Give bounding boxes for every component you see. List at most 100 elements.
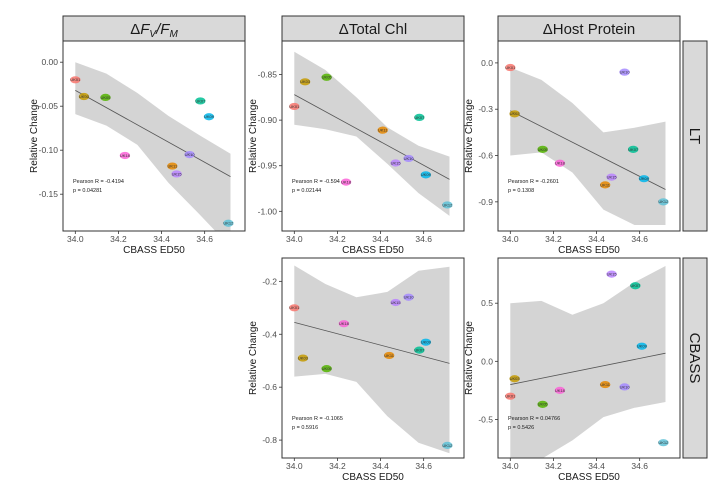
data-point-uk15: UK15 [390, 298, 401, 307]
data-point-uk15: UK15 [390, 159, 401, 167]
confidence-band [510, 266, 666, 458]
confidence-band [510, 67, 666, 225]
point-label-uk07: UK07 [414, 115, 425, 120]
strip-title-chl: ΔTotal Chl [339, 21, 407, 38]
data-point-uk09: UK09 [420, 171, 432, 179]
strip-row-label-lt: LT [686, 128, 703, 144]
point-marker-uk11 [377, 126, 388, 134]
regression-line [75, 90, 231, 177]
y-tick-label: -0.90 [258, 115, 278, 125]
strip-col-chl: ΔTotal Chl [281, 15, 465, 42]
data-point-uk18: UK18 [554, 386, 566, 394]
point-marker-uk03 [78, 92, 90, 101]
point-marker-uk15 [606, 270, 617, 278]
strip-title-protein: ΔHost Protein [543, 21, 636, 38]
stat-annotation-0: Pearson R = 0.04766 [508, 416, 560, 422]
confidence-band [294, 51, 450, 216]
stat-annotation-1: p = 0.04281 [73, 188, 102, 194]
x-tick-label: 34.0 [286, 461, 303, 471]
point-marker-uk11 [599, 380, 611, 389]
data-point-uk03: UK03 [509, 375, 520, 383]
point-label-uk18: UK18 [120, 153, 131, 158]
point-marker-uk09 [636, 342, 648, 350]
strip-row-label-cbass: CBASS [686, 333, 703, 384]
point-label-uk01: UK01 [505, 394, 516, 399]
point-marker-uk10 [619, 68, 630, 76]
point-marker-uk10 [403, 154, 414, 163]
stat-annotation-0: Pearson R = -0.2601 [508, 179, 559, 185]
y-tick-label: -0.6 [262, 382, 277, 392]
point-marker-uk03 [299, 78, 311, 86]
data-point-uk03: UK03 [509, 110, 520, 118]
x-tick-label: 34.0 [502, 234, 519, 244]
y-tick-label: -0.95 [258, 161, 278, 171]
point-marker-uk15 [390, 298, 401, 307]
data-point-uk07: UK07 [627, 145, 639, 153]
point-label-uk10: UK10 [404, 295, 415, 300]
panel-plot-area: UK01 UK03 UK05 UK18 UK11 UK15 UK10 UK07 UK09 UK12 [505, 266, 669, 458]
point-marker-uk07 [414, 346, 425, 354]
data-point-uk12: UK12 [658, 439, 669, 447]
point-marker-uk09 [420, 338, 432, 346]
data-point-uk10: UK10 [619, 68, 630, 76]
x-tick-label: 34.0 [502, 461, 519, 471]
y-tick-label: -0.4 [262, 329, 277, 339]
point-marker-uk18 [338, 320, 350, 328]
x-tick-label: 34.6 [415, 461, 432, 471]
point-label-uk05: UK05 [322, 75, 333, 80]
point-marker-uk15 [606, 173, 617, 181]
strip-row-cbass: CBASS [682, 257, 708, 459]
x-tick-label: 34.2 [545, 234, 562, 244]
point-label-uk03: UK03 [298, 355, 309, 360]
point-label-uk09: UK09 [204, 114, 215, 119]
data-point-uk11: UK11 [167, 162, 178, 170]
point-marker-uk11 [167, 162, 178, 170]
stat-annotation-1: p = 0.5916 [292, 425, 318, 431]
strip-title-fvfm: ΔFV/FM [130, 21, 178, 40]
data-point-uk09: UK09 [420, 338, 432, 346]
point-marker-uk18 [554, 159, 566, 167]
y-tick-label: -0.9 [478, 197, 493, 207]
data-point-uk03: UK03 [78, 92, 90, 101]
point-label-uk09: UK09 [637, 344, 648, 349]
point-label-uk01: UK01 [70, 77, 81, 82]
y-tick-label: 0.0 [481, 356, 493, 366]
data-point-uk09: UK09 [636, 342, 648, 350]
panel-plot-area: UK01 UK03 UK05 UK18 UK11 UK15 UK10 UK07 UK09 UK12 [505, 63, 669, 225]
point-label-uk18: UK18 [555, 161, 566, 166]
data-point-uk15: UK15 [606, 270, 617, 278]
stat-annotation-1: p = 0.5426 [508, 425, 534, 431]
x-axis-title: CBASS ED50 [342, 245, 404, 256]
confidence-band [294, 265, 450, 454]
panel-lt-prot: UK01 UK03 UK05 UK18 UK11 UK15 UK10 UK07 UK09 UK12… [464, 40, 681, 256]
point-marker-uk05 [537, 145, 548, 153]
point-label-uk01: UK01 [289, 305, 300, 310]
x-tick-label: 34.0 [286, 234, 303, 244]
x-axis-title: CBASS ED50 [558, 245, 620, 256]
point-marker-uk12 [442, 201, 453, 209]
point-label-uk09: UK09 [421, 340, 432, 345]
point-label-uk07: UK07 [195, 98, 206, 103]
point-label-uk12: UK12 [223, 221, 234, 226]
x-tick-label: 34.6 [196, 234, 213, 244]
x-tick-label: 34.4 [372, 234, 389, 244]
data-point-uk07: UK07 [414, 346, 425, 354]
point-marker-uk09 [203, 113, 215, 121]
panel-cbass-prot: UK01 UK03 UK05 UK18 UK11 UK15 UK10 UK07 UK09 UK12… [464, 257, 681, 483]
stat-annotation-0: Pearson R = -0.594 [292, 179, 340, 185]
point-label-uk15: UK15 [172, 171, 183, 176]
data-point-uk12: UK12 [442, 441, 453, 449]
stat-annotation-0: Pearson R = -0.1065 [292, 416, 343, 422]
point-marker-uk18 [340, 178, 352, 186]
point-marker-uk15 [390, 159, 401, 167]
y-axis-title: Relative Change [248, 99, 259, 173]
y-tick-label: -0.3 [478, 104, 493, 114]
data-point-uk18: UK18 [340, 178, 352, 186]
x-axis-title: CBASS ED50 [342, 472, 404, 483]
point-marker-uk01 [505, 63, 516, 72]
x-tick-label: 34.4 [372, 461, 389, 471]
confidence-band [75, 62, 231, 231]
